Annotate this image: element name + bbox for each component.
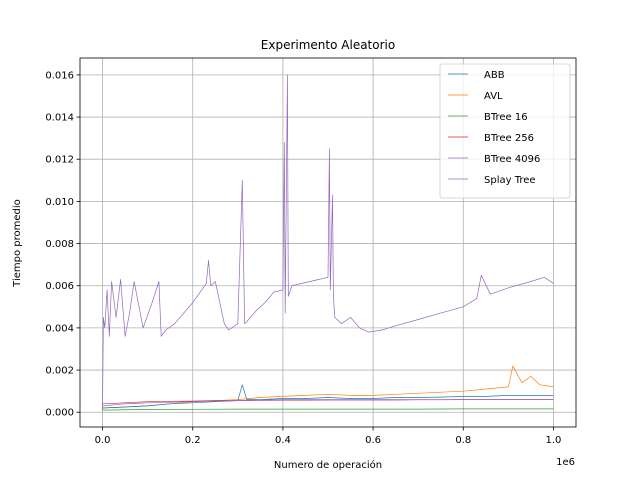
x-tick-label: 0.2: [185, 435, 201, 446]
series-line-btree-16: [102, 408, 554, 411]
chart-title: Experimento Aleatorio: [261, 38, 395, 52]
x-axis-label: Numero de operación: [274, 459, 382, 471]
y-tick-label: 0.014: [45, 113, 74, 124]
y-tick-label: 0.012: [45, 155, 74, 166]
x-tick-label: 0.8: [455, 435, 471, 446]
series-line-abb: [102, 384, 554, 409]
y-axis-label: Tiempo promedio: [12, 199, 23, 288]
legend-label-btree-256: BTree 256: [484, 133, 534, 144]
y-tick-label: 0.008: [45, 239, 74, 250]
legend: ABB AVL BTree 16 BTree 256 BTree 4096 Splay T…: [439, 63, 571, 199]
x-axis-offset-label: 1e6: [556, 457, 575, 468]
y-axis: 0.000 0.002 0.004 0.006 0.008 0.010 0.012 0.014…: [45, 70, 80, 419]
x-tick-label: 0.4: [275, 435, 291, 446]
y-tick-label: 0.010: [45, 197, 74, 208]
y-tick-label: 0.002: [45, 366, 74, 377]
grid: [80, 58, 576, 427]
legend-label-splay-tree: Splay Tree: [484, 175, 536, 186]
y-tick-label: 0.004: [45, 323, 74, 334]
legend-label-abb: ABB: [484, 70, 505, 81]
series-line-splay-tree: [102, 399, 554, 407]
x-axis: 0.0 0.2 0.4 0.6 0.8 1.0: [95, 427, 562, 446]
y-tick-label: 0.016: [45, 70, 74, 81]
legend-label-avl: AVL: [484, 91, 503, 102]
x-tick-label: 0.6: [365, 435, 381, 446]
legend-box: [439, 63, 571, 199]
x-tick-label: 0.0: [95, 435, 111, 446]
x-tick-label: 1.0: [546, 435, 562, 446]
legend-label-btree-16: BTree 16: [484, 112, 528, 123]
series-line-btree-4096: [102, 74, 554, 411]
legend-label-btree-4096: BTree 4096: [484, 154, 540, 165]
y-tick-label: 0.006: [45, 281, 74, 292]
y-tick-label: 0.000: [45, 408, 74, 419]
series-layer: [102, 74, 554, 411]
plot-frame: [79, 57, 577, 428]
